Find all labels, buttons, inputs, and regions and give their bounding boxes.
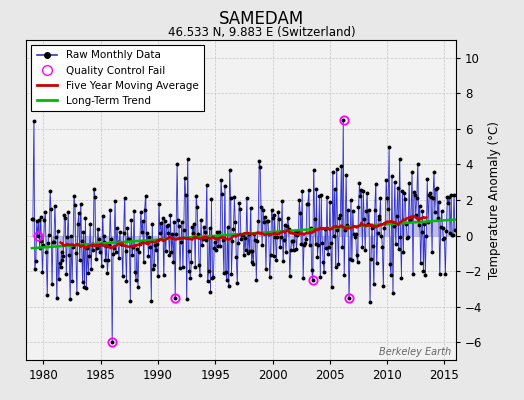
Text: 46.533 N, 9.883 E (Switzerland): 46.533 N, 9.883 E (Switzerland) bbox=[168, 26, 356, 39]
Y-axis label: Temperature Anomaly (°C): Temperature Anomaly (°C) bbox=[488, 121, 501, 279]
Text: Berkeley Earth: Berkeley Earth bbox=[379, 347, 452, 357]
Legend: Raw Monthly Data, Quality Control Fail, Five Year Moving Average, Long-Term Tren: Raw Monthly Data, Quality Control Fail, … bbox=[31, 45, 204, 111]
Text: SAMEDAM: SAMEDAM bbox=[220, 10, 304, 28]
